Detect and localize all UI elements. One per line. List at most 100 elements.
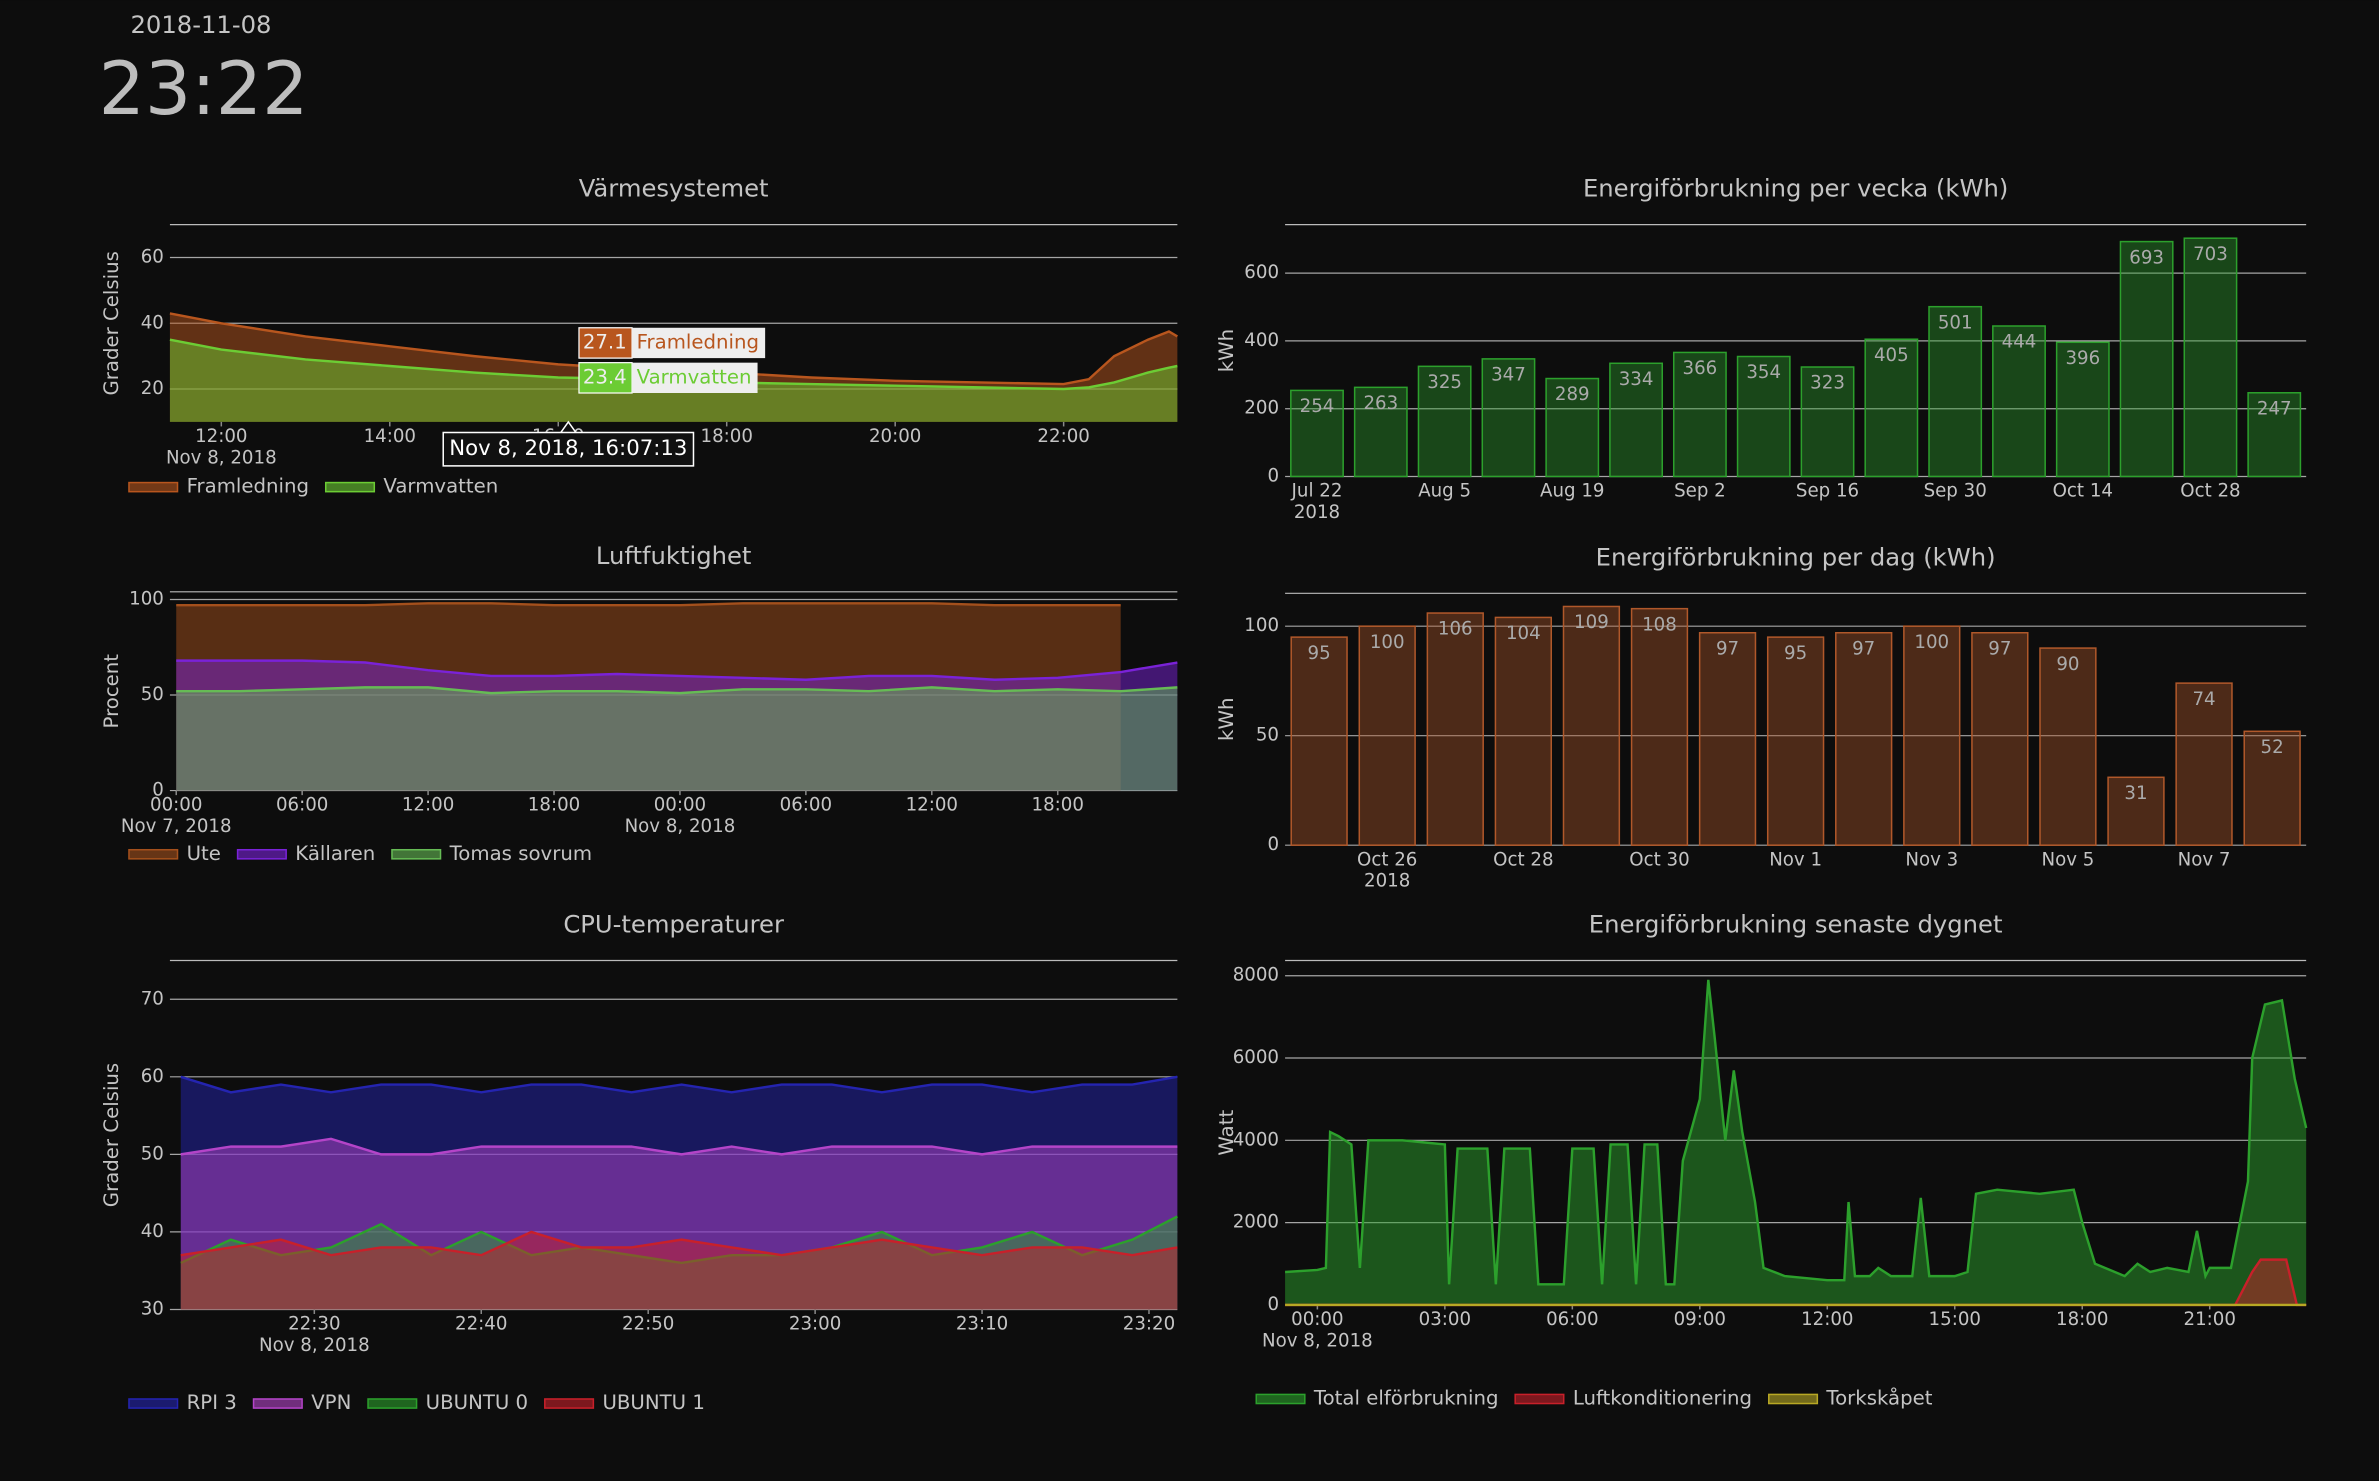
legend-label: Total elförbrukning — [1313, 1386, 1499, 1409]
x-tick-label: 12:00 — [402, 795, 454, 816]
x-tick-label: 22:00 — [1037, 426, 1089, 447]
area — [176, 687, 1178, 791]
legend-label: Ute — [187, 842, 221, 865]
x-tick-label: Nov 1 — [1769, 849, 1822, 870]
line — [169, 312, 1178, 386]
bar-label: 289 — [1555, 384, 1590, 405]
x-tick-sublabel: Nov 8, 2018 — [166, 447, 277, 468]
chart-title: Energiförbrukning per dag (kWh) — [1596, 542, 1996, 571]
line — [180, 1230, 1178, 1257]
bar — [2175, 682, 2233, 846]
bar — [1903, 625, 1961, 846]
bar-label: 106 — [1438, 619, 1473, 640]
bar-label: 366 — [1683, 358, 1718, 379]
bar — [1992, 325, 2046, 478]
hover-name: Varmvatten — [637, 365, 752, 388]
x-tick-label: 22:40 — [455, 1314, 507, 1335]
legend-label: Tomas sovrum — [449, 842, 592, 865]
hover-value: 23.4 — [583, 365, 627, 388]
legend-label: VPN — [311, 1391, 351, 1414]
x-tick-label: 23:10 — [956, 1314, 1008, 1335]
bar — [2247, 392, 2302, 478]
legend-swatch — [367, 1398, 418, 1409]
bar-label: 444 — [2002, 332, 2037, 353]
legend-label: Varmvatten — [383, 475, 498, 498]
bar — [1835, 631, 1893, 846]
x-tick-label: Aug 19 — [1540, 481, 1604, 502]
bar-label: 100 — [1914, 632, 1949, 653]
hover-name-box — [632, 327, 766, 359]
x-tick-label: 23:20 — [1123, 1314, 1175, 1335]
bar — [1736, 355, 1791, 478]
legend-label: Framledning — [187, 475, 309, 498]
x-tick-label: Aug 5 — [1418, 481, 1471, 502]
y-axis-label: Procent — [100, 654, 123, 729]
line — [176, 602, 1121, 607]
x-tick-sublabel: Nov 8, 2018 — [1262, 1330, 1373, 1351]
x-tick-sublabel: Nov 8, 2018 — [625, 816, 736, 837]
y-tick-label: 50 — [1256, 725, 1279, 746]
bar — [1562, 605, 1621, 846]
hover-pointer — [560, 420, 577, 433]
x-tick-label: 22:50 — [622, 1314, 674, 1335]
bar-label: 74 — [2192, 689, 2215, 710]
hover-value: 27.1 — [583, 330, 627, 353]
x-tick-label: 20:00 — [869, 426, 921, 447]
legend-swatch — [1768, 1393, 1819, 1405]
x-tick-label: 18:00 — [528, 795, 580, 816]
x-tick-label: 21:00 — [2184, 1309, 2236, 1330]
area — [180, 1231, 1178, 1310]
x-tick-sublabel: Nov 7, 2018 — [121, 816, 232, 837]
bar-label: 52 — [2261, 737, 2284, 758]
y-tick-label: 8000 — [1233, 965, 1279, 986]
bar — [1358, 625, 1416, 846]
legend-label: Torkskåpet — [1825, 1386, 1932, 1409]
x-tick-sublabel: 2018 — [1294, 502, 1340, 523]
bar — [1290, 389, 1344, 478]
x-tick-label: 00:00 — [1291, 1309, 1343, 1330]
bar — [1864, 338, 1919, 478]
bar — [1928, 305, 1983, 478]
bar — [2039, 647, 2097, 846]
y-axis-label: kWh — [1215, 698, 1238, 741]
legend-swatch — [128, 481, 179, 493]
line — [176, 686, 1178, 695]
hover-x-label: Nov 8, 2018, 16:07:13 — [449, 436, 687, 461]
legend-swatch — [1514, 1393, 1565, 1405]
date: 2018-11-08 — [130, 10, 271, 39]
hover-x-box — [442, 431, 695, 467]
chart-title: CPU-temperaturer — [563, 910, 784, 939]
bar-label: 108 — [1642, 614, 1677, 635]
bar-label: 325 — [1427, 372, 1462, 393]
bar-label: 501 — [1938, 312, 1973, 333]
y-tick-label: 70 — [141, 988, 164, 1009]
y-tick-label: 50 — [141, 1143, 164, 1164]
x-tick-label: Nov 7 — [2178, 849, 2231, 870]
y-tick-label: 60 — [141, 247, 164, 268]
y-tick-label: 60 — [141, 1066, 164, 1087]
x-tick-label: Jul 22 — [1291, 481, 1343, 502]
x-tick-sublabel: Nov 8, 2018 — [259, 1335, 370, 1356]
bar-label: 97 — [1852, 638, 1875, 659]
bar — [1494, 616, 1553, 846]
y-tick-label: 0 — [1267, 466, 1279, 487]
bar-label: 396 — [2065, 348, 2100, 369]
x-tick-label: 22:30 — [288, 1314, 340, 1335]
bar — [1481, 358, 1536, 478]
x-tick-label: 18:00 — [1032, 795, 1084, 816]
y-tick-label: 40 — [141, 312, 164, 333]
bar — [1630, 607, 1689, 846]
x-tick-label: 06:00 — [1546, 1309, 1598, 1330]
bar — [2107, 776, 2165, 846]
clock: 23:22 — [99, 47, 309, 132]
x-tick-label: 09:00 — [1674, 1309, 1726, 1330]
x-tick-label: 15:00 — [1929, 1309, 1981, 1330]
bar — [1545, 377, 1600, 478]
bar-label: 247 — [2257, 398, 2292, 419]
bar — [1290, 636, 1348, 846]
bar — [1426, 612, 1484, 846]
bar-label: 31 — [2124, 783, 2147, 804]
y-tick-label: 0 — [1267, 834, 1279, 855]
line — [169, 338, 1178, 391]
x-tick-label: Oct 28 — [2180, 481, 2240, 502]
